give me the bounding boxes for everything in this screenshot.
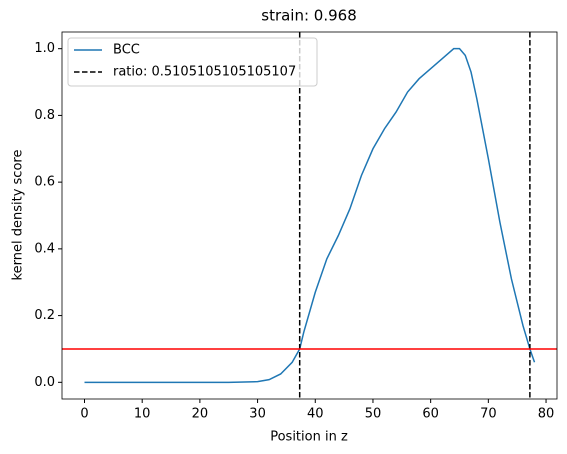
y-tick-label: 0.4	[34, 241, 55, 256]
y-tick-label: 0.6	[34, 175, 55, 190]
y-tick-label: 0.0	[34, 375, 55, 390]
x-tick-label: 20	[192, 407, 209, 422]
x-tick-label: 50	[365, 407, 382, 422]
legend-label: ratio: 0.5105105105105107	[113, 65, 296, 80]
x-tick-label: 0	[80, 407, 88, 422]
legend-label: BCC	[113, 43, 140, 58]
x-tick-label: 60	[422, 407, 439, 422]
y-axis-label: kernel density score	[11, 150, 26, 281]
x-tick-label: 10	[134, 407, 151, 422]
chart-title: strain: 0.968	[261, 7, 357, 25]
x-tick-label: 70	[480, 407, 497, 422]
x-tick-label: 40	[307, 407, 324, 422]
plot-frame	[61, 31, 558, 400]
y-tick-label: 0.8	[34, 108, 55, 123]
y-tick-label: 0.2	[34, 308, 55, 323]
legend-box	[67, 37, 318, 87]
x-tick-label: 30	[249, 407, 266, 422]
y-tick-label: 1.0	[34, 41, 55, 56]
x-axis-label: Position in z	[270, 430, 348, 445]
data-line	[84, 47, 536, 384]
x-tick-label: 80	[538, 407, 555, 422]
